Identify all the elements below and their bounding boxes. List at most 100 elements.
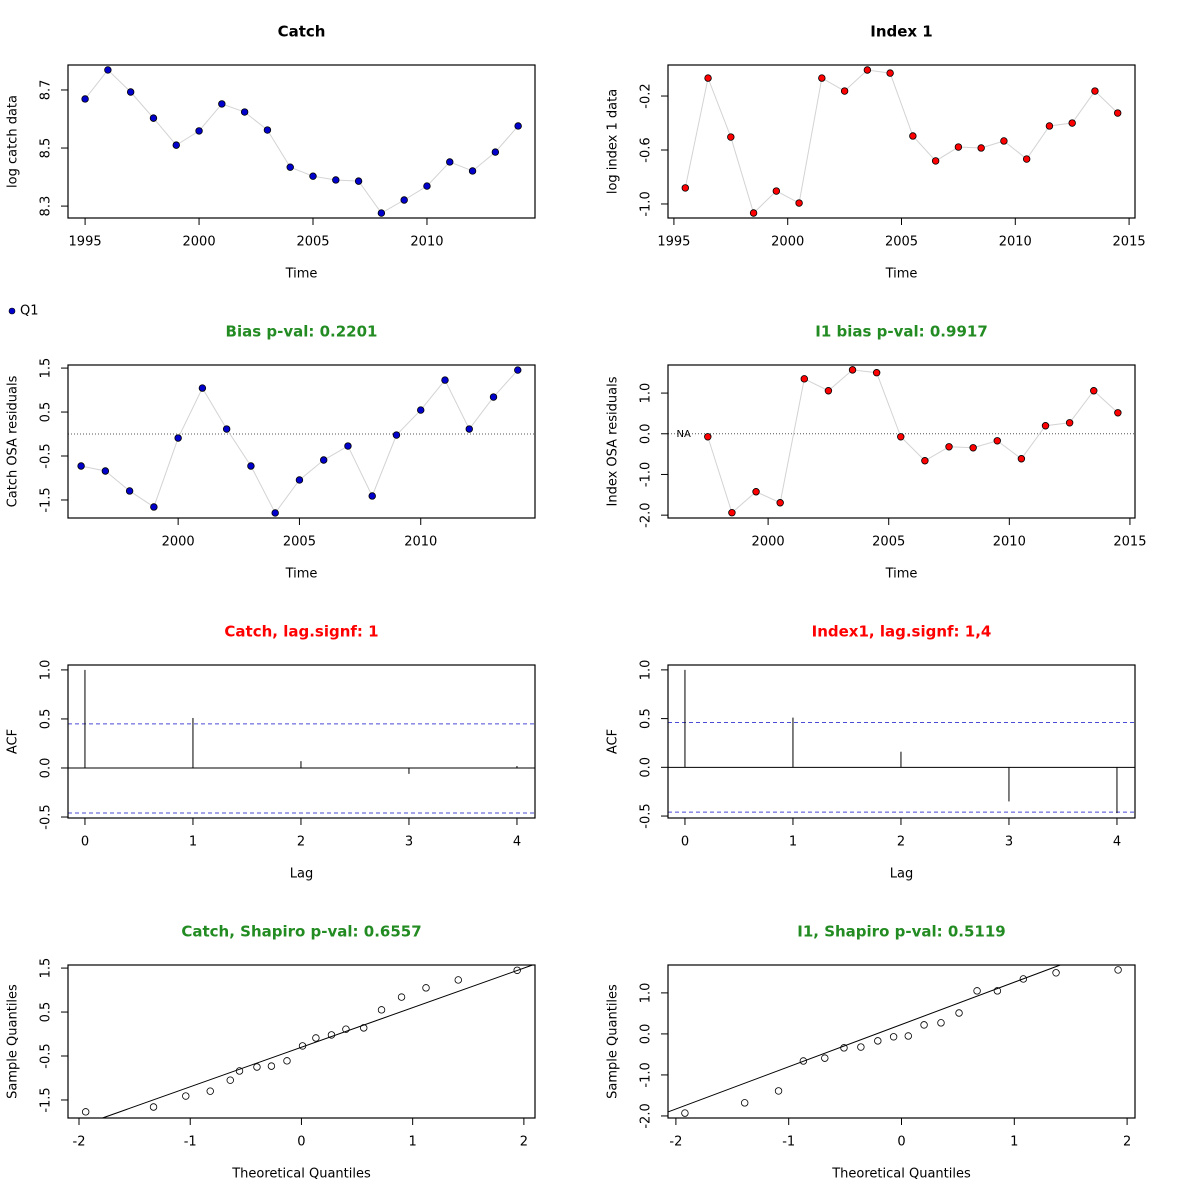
data-point xyxy=(889,1033,898,1041)
series-line xyxy=(84,69,519,214)
data-point xyxy=(286,163,294,171)
data-point xyxy=(198,384,207,392)
y-tick-label: 0.5 xyxy=(39,402,54,423)
data-point xyxy=(240,108,249,116)
data-point xyxy=(368,492,376,500)
data-point xyxy=(863,66,872,74)
x-tick-label: -2 xyxy=(669,1135,682,1150)
data-point xyxy=(1017,455,1026,463)
y-tick-label: -1.0 xyxy=(639,191,654,216)
data-point xyxy=(253,1063,261,1071)
panel-title: I1, Shapiro p-val: 0.5119 xyxy=(797,923,1005,941)
x-tick-label: 2010 xyxy=(993,535,1026,550)
x-tick-label: 2010 xyxy=(410,235,443,250)
data-point xyxy=(973,987,981,995)
data-point xyxy=(446,158,454,166)
y-axis-label: Sample Quantiles xyxy=(606,984,621,1099)
x-tick-label: 1 xyxy=(409,1135,417,1150)
data-point xyxy=(955,1009,963,1017)
data-point xyxy=(513,966,521,974)
x-tick-label: 2 xyxy=(297,835,305,850)
x-axis-label: Theoretical Quantiles xyxy=(831,1167,971,1182)
y-tick-label: -0.2 xyxy=(639,83,654,108)
data-point xyxy=(1000,137,1008,145)
x-tick-label: 4 xyxy=(1113,835,1121,850)
y-tick-label: -0.6 xyxy=(639,137,654,162)
data-point xyxy=(344,442,352,450)
data-point xyxy=(327,1031,336,1039)
data-point xyxy=(818,74,826,82)
data-point xyxy=(1019,975,1028,983)
data-point xyxy=(749,209,758,217)
x-tick-label: 2010 xyxy=(404,535,437,550)
series-line xyxy=(684,69,1119,214)
y-tick-label: -0.5 xyxy=(39,804,54,829)
panel-title: Index 1 xyxy=(870,23,933,41)
data-point xyxy=(392,431,401,439)
x-tick-label: 2000 xyxy=(183,235,216,250)
data-point xyxy=(182,1092,190,1100)
panel-title: Catch, Shapiro p-val: 0.6557 xyxy=(181,923,421,941)
plot-box xyxy=(67,64,536,219)
x-tick-label: 2010 xyxy=(999,235,1032,250)
data-point xyxy=(81,95,89,103)
data-point xyxy=(909,132,917,140)
panel-title: Bias p-val: 0.2201 xyxy=(226,323,378,341)
x-axis-label: Lag xyxy=(890,867,913,882)
data-point xyxy=(271,509,279,517)
x-tick-label: 2 xyxy=(1123,1135,1131,1150)
x-tick-label: 2015 xyxy=(1113,235,1146,250)
data-point xyxy=(897,433,905,441)
x-tick-label: 3 xyxy=(405,835,413,850)
data-point xyxy=(226,1076,234,1084)
x-tick-label: 1 xyxy=(1010,1135,1018,1150)
data-point xyxy=(774,1087,783,1095)
x-tick-label: 2005 xyxy=(283,535,316,550)
data-point xyxy=(874,1037,882,1045)
data-point xyxy=(824,387,833,395)
x-tick-label: 4 xyxy=(513,835,521,850)
data-point xyxy=(309,172,317,180)
legend-label: Q1 xyxy=(20,304,39,319)
y-axis-label: Index OSA residuals xyxy=(606,376,621,506)
y-axis-label: Sample Quantiles xyxy=(6,984,21,1099)
plot-box xyxy=(67,364,536,519)
plot-box xyxy=(667,64,1136,219)
data-point xyxy=(377,1006,386,1014)
y-tick-label: -1.5 xyxy=(39,487,54,512)
data-point xyxy=(514,122,522,130)
data-point xyxy=(920,1021,928,1029)
data-point xyxy=(77,462,85,470)
x-axis-label: Time xyxy=(285,567,318,582)
data-point xyxy=(514,366,522,374)
data-point xyxy=(267,1062,276,1070)
data-point xyxy=(150,503,158,511)
data-point xyxy=(283,1057,291,1065)
x-tick-label: 3 xyxy=(1005,835,1013,850)
y-tick-label: -1.5 xyxy=(39,1087,54,1112)
data-point xyxy=(776,499,784,507)
data-point xyxy=(857,1043,865,1051)
y-tick-label: 0.5 xyxy=(39,1002,54,1023)
data-point xyxy=(397,993,406,1001)
y-tick-label: 0.0 xyxy=(639,757,654,778)
data-point xyxy=(222,425,231,433)
plot-box xyxy=(667,664,1136,819)
x-tick-label: 2005 xyxy=(296,235,329,250)
data-point xyxy=(377,209,386,217)
data-point xyxy=(149,114,158,122)
data-point xyxy=(931,157,940,165)
data-point xyxy=(977,144,985,152)
qq-line xyxy=(667,964,1061,1113)
data-point xyxy=(954,143,963,151)
plot-box xyxy=(667,364,1136,519)
data-point xyxy=(360,1024,368,1032)
y-tick-label: -0.5 xyxy=(39,1043,54,1068)
data-point xyxy=(312,1034,320,1042)
y-tick-label: 1.0 xyxy=(39,660,54,681)
y-tick-label: 1.0 xyxy=(639,660,654,681)
data-point xyxy=(848,366,857,374)
data-point xyxy=(904,1032,912,1040)
data-point xyxy=(468,167,477,175)
